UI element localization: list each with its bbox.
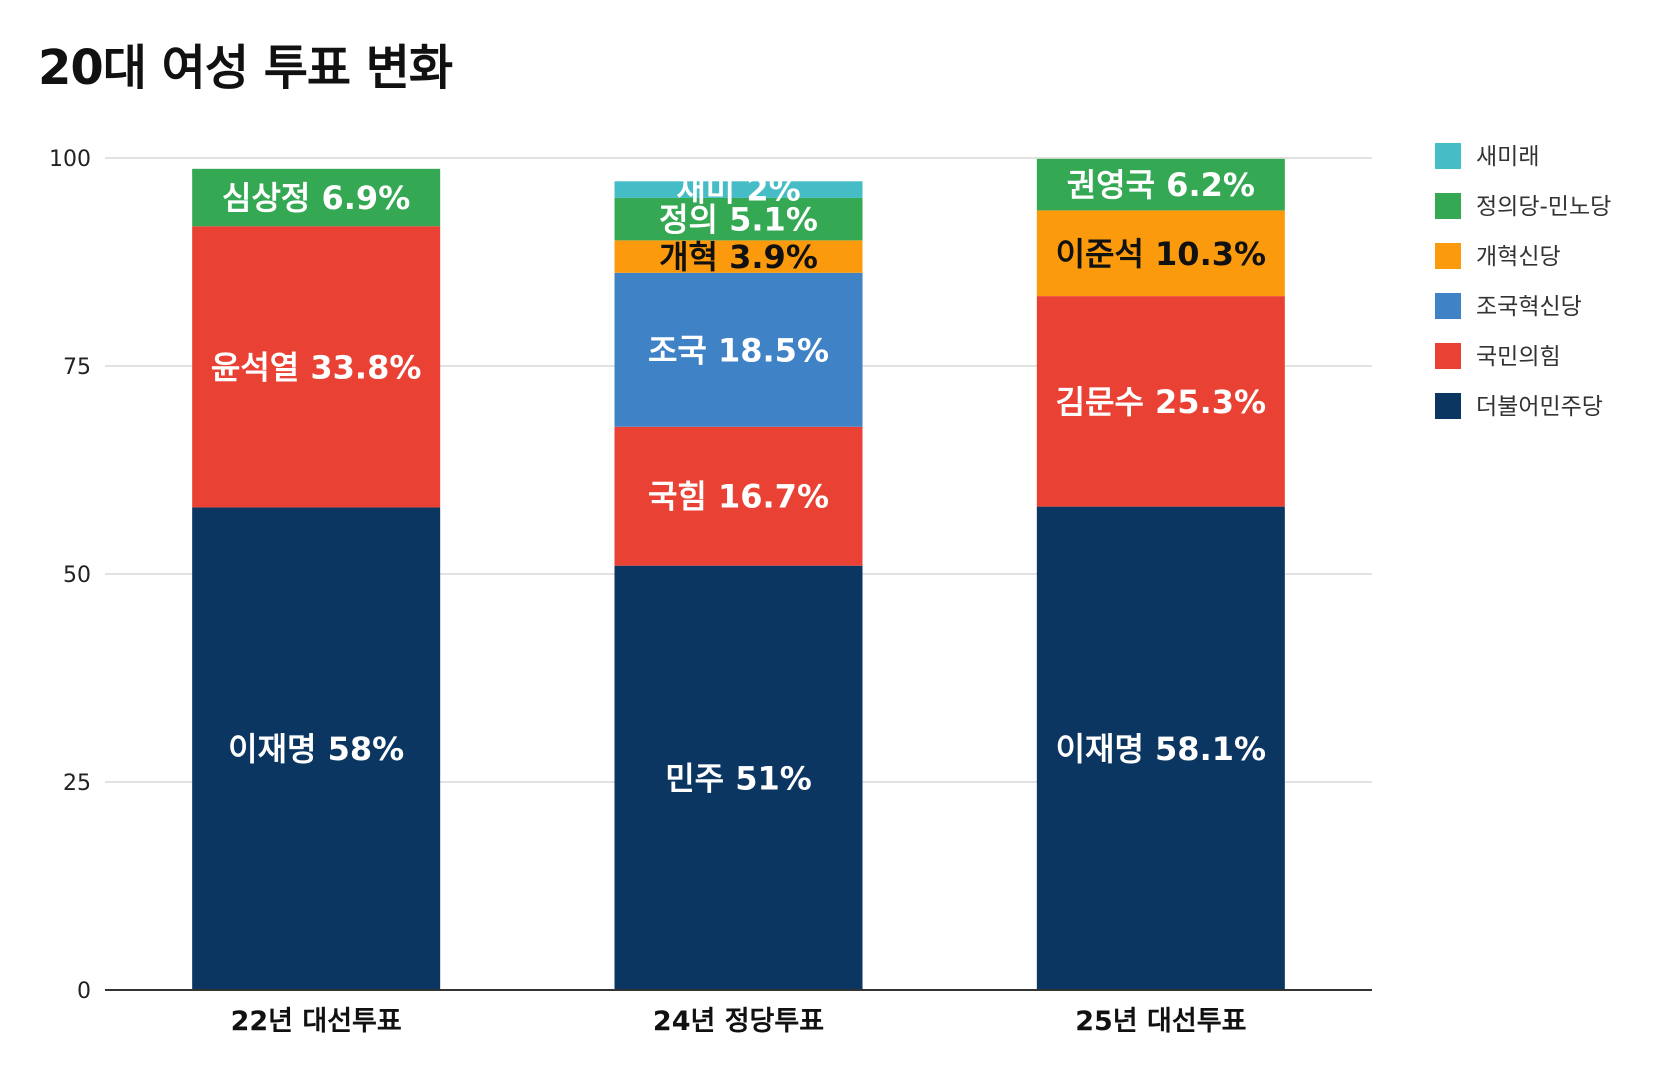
y-tick-label: 0 — [77, 979, 91, 1004]
data-label: 이재명 58.1% — [1056, 730, 1266, 768]
legend-label: 새미래 — [1476, 144, 1539, 170]
data-label: 정의 5.1% — [659, 201, 818, 239]
legend-swatch — [1435, 143, 1461, 169]
legend-swatch — [1435, 243, 1461, 269]
y-tick-label: 100 — [49, 147, 91, 172]
bar-segment — [1036, 296, 1285, 507]
legend-swatch — [1435, 293, 1461, 319]
bar-segment — [1036, 506, 1285, 990]
x-category-label: 24년 정당투표 — [653, 1006, 824, 1037]
axes: 0 25 50 75 100 22년 대선투표 24년 정당투표 25년 대선투표 — [49, 147, 1372, 1037]
legend-label: 더불어민주당 — [1476, 394, 1603, 420]
legend-label: 정의당-민노당 — [1476, 194, 1611, 220]
data-label: 민주 51% — [665, 759, 812, 797]
data-label: 국힘 16.7% — [648, 478, 829, 516]
bar-segment — [192, 507, 441, 990]
legend-swatch — [1435, 343, 1461, 369]
data-label: 이재명 58% — [228, 730, 404, 768]
y-tick-label: 50 — [63, 563, 91, 588]
bar-segment — [192, 168, 441, 227]
data-labels: 이재명 58% 윤석열 33.8% 심상정 6.9% 민주 51% 국힘 16.7% 조국… — [211, 166, 1266, 797]
data-label: 새미 2% — [676, 170, 800, 208]
x-category-label: 25년 대선투표 — [1075, 1006, 1246, 1037]
bar-segment — [1036, 210, 1285, 297]
legend-label: 국민의힘 — [1476, 344, 1561, 370]
bar-segment — [614, 197, 863, 241]
legend-label: 개혁신당 — [1476, 244, 1561, 270]
bar-segment — [614, 272, 863, 427]
data-label: 권영국 6.2% — [1067, 166, 1255, 204]
data-label: 윤석열 33.8% — [211, 348, 421, 386]
legend-swatch — [1435, 193, 1461, 219]
y-tick-label: 75 — [63, 355, 91, 380]
legend-label: 조국혁신당 — [1476, 294, 1582, 320]
bar-segment — [1036, 158, 1285, 211]
data-label: 심상정 6.9% — [222, 179, 410, 217]
x-category-label: 22년 대선투표 — [231, 1006, 402, 1037]
bars — [192, 158, 1285, 990]
data-label: 조국 18.5% — [648, 331, 829, 369]
bar-segment — [614, 565, 863, 990]
data-label: 이준석 10.3% — [1056, 235, 1266, 273]
bar-segment — [614, 240, 863, 273]
bar-segment — [614, 426, 863, 566]
data-label: 김문수 25.3% — [1056, 383, 1266, 421]
legend-swatch — [1435, 393, 1461, 419]
y-tick-label: 25 — [63, 771, 91, 796]
bar-segment — [614, 181, 863, 198]
bar-segment — [192, 226, 441, 508]
chart-title: 20대 여성 투표 변화 — [38, 40, 453, 96]
data-label: 개혁 3.9% — [659, 238, 818, 276]
